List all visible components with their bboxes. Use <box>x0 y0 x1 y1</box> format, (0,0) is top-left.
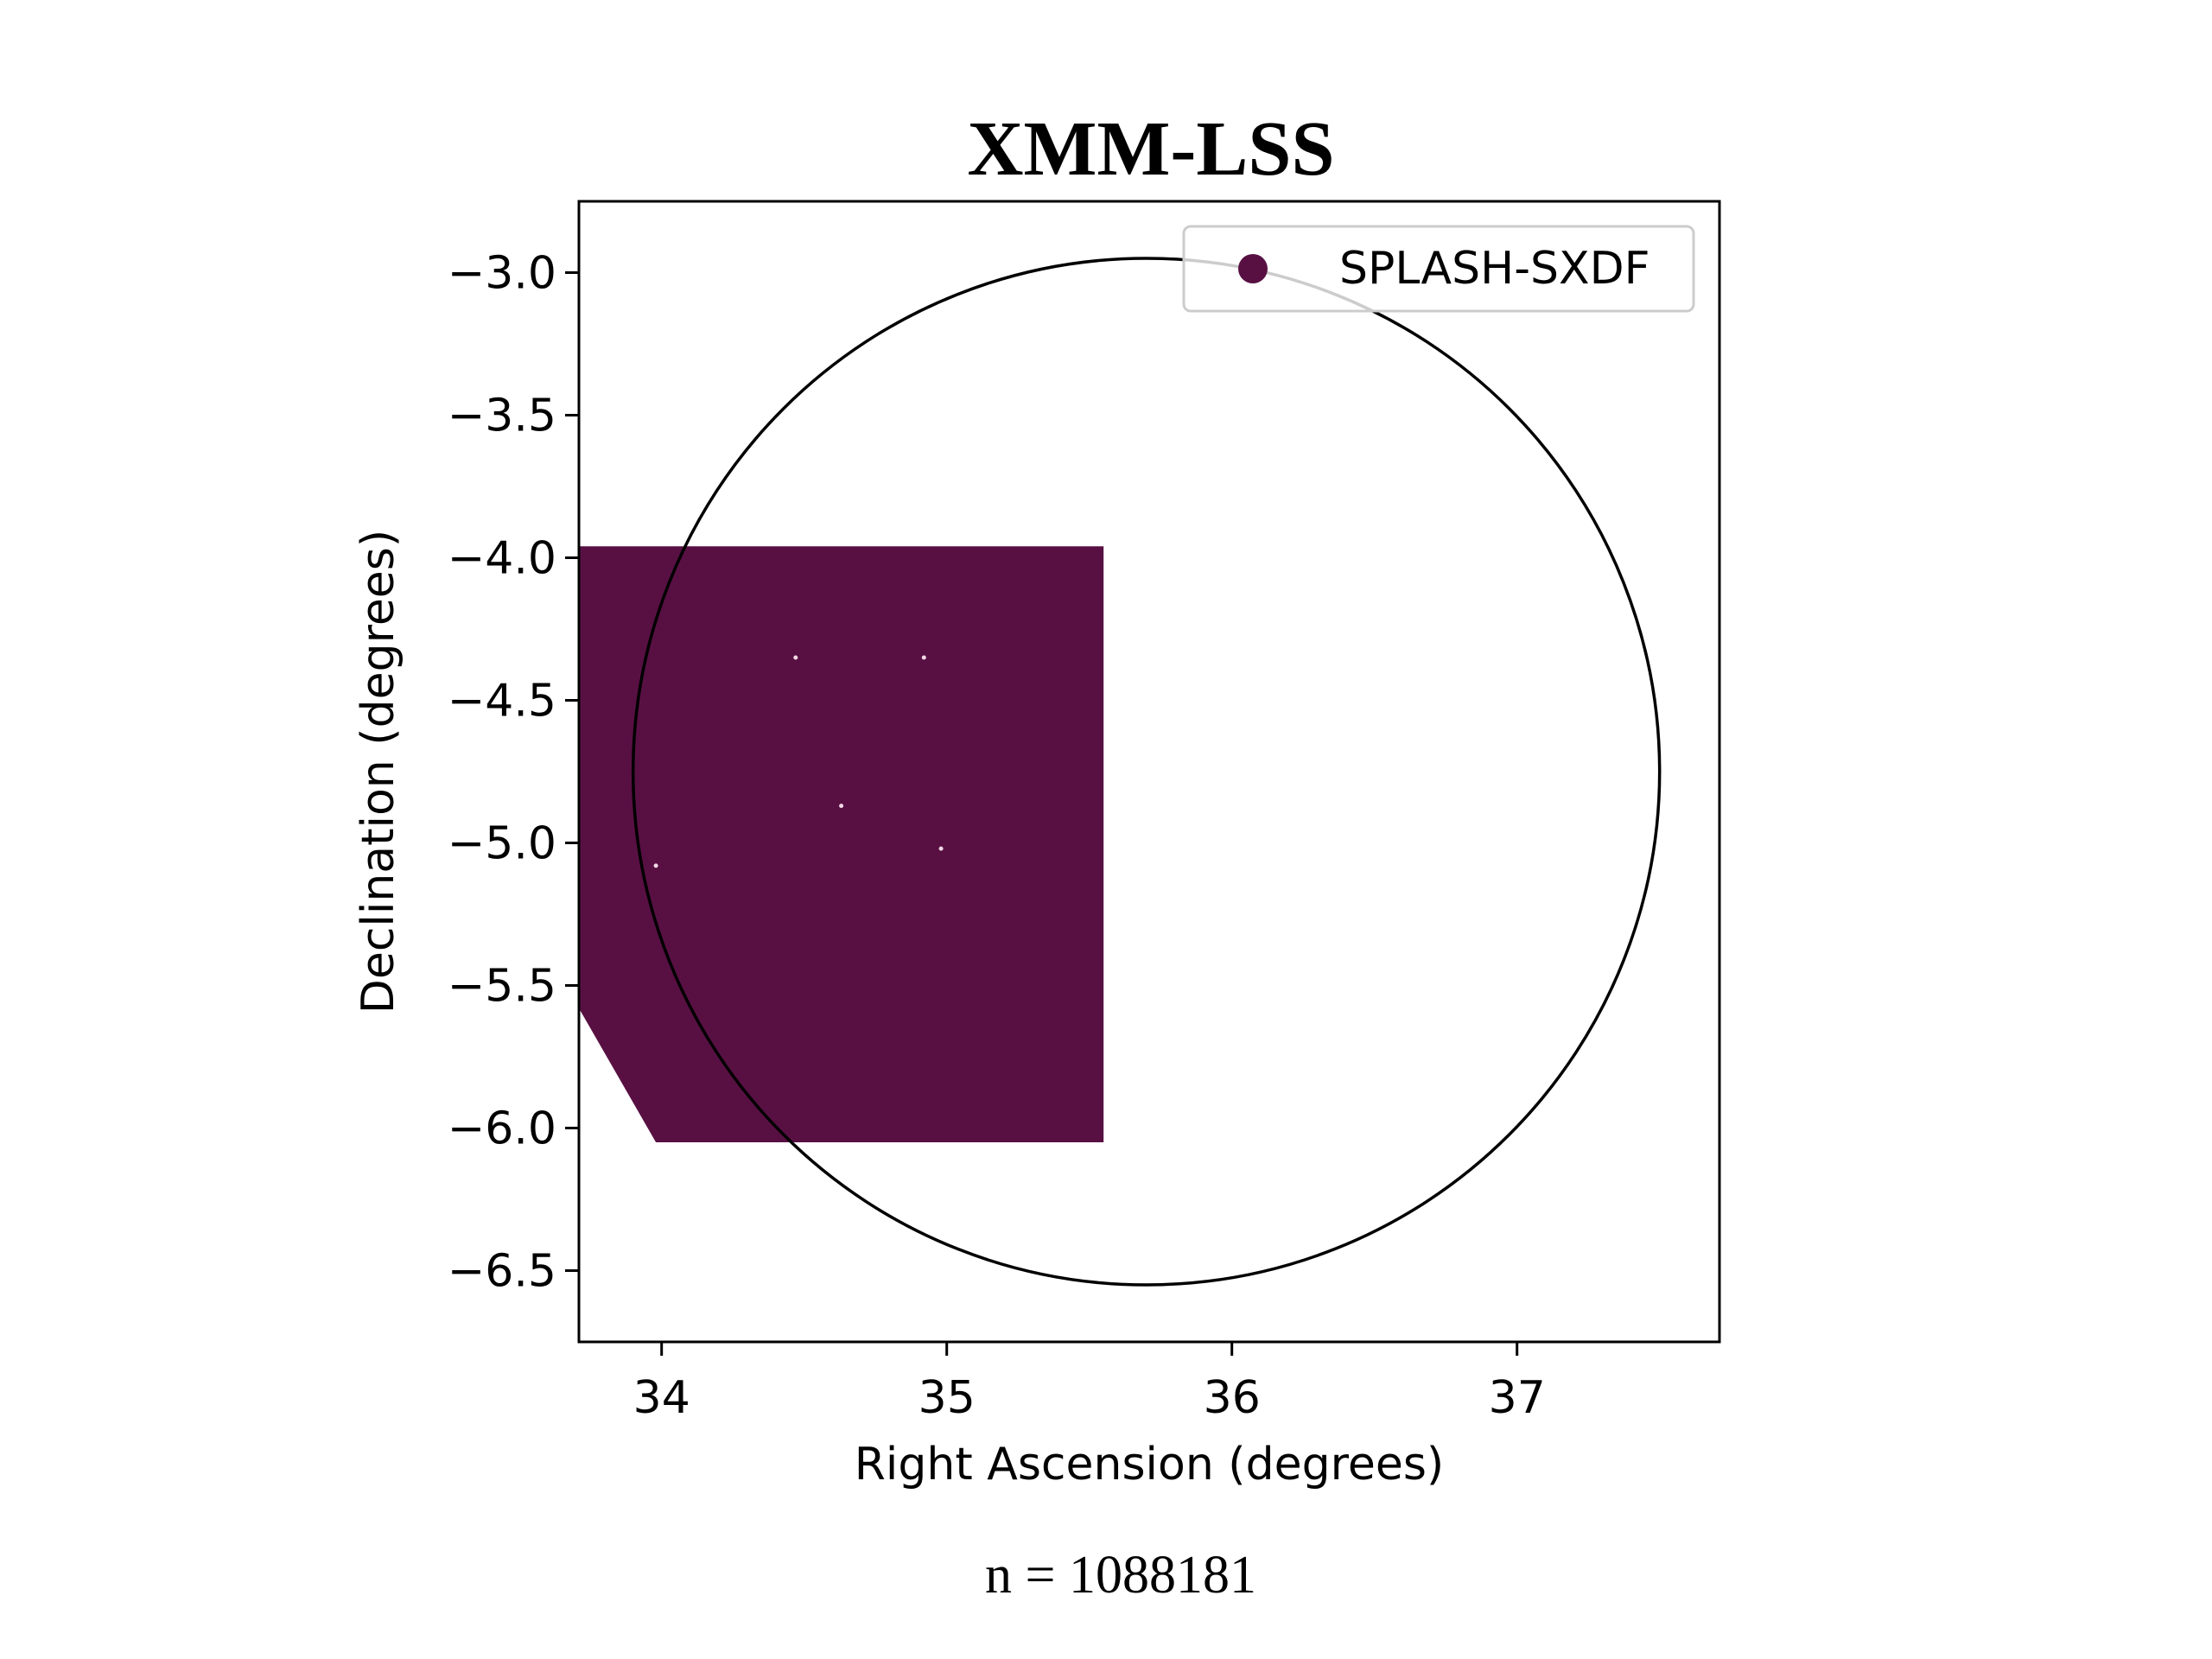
y-tick-label: −3.5 <box>448 391 556 442</box>
x-tick-label: 35 <box>918 1372 976 1424</box>
survey-region-splash-sxdf <box>579 546 1104 1142</box>
chart-title: XMM-LSS <box>968 106 1335 192</box>
y-tick-label: −6.0 <box>448 1103 556 1155</box>
y-tick-label: −6.5 <box>448 1246 556 1298</box>
legend-marker <box>1238 254 1268 283</box>
region-hole-3 <box>938 846 944 851</box>
y-tick-label: −3.0 <box>448 248 556 300</box>
x-tick-label: 36 <box>1204 1372 1261 1424</box>
x-axis-label: Right Ascension (degrees) <box>855 1439 1444 1491</box>
y-tick-label: −5.5 <box>448 961 556 1013</box>
survey-region-holes <box>653 655 944 868</box>
x-tick-label: 37 <box>1489 1372 1546 1424</box>
y-tick-label: −4.5 <box>448 676 556 728</box>
x-tick-label: 34 <box>633 1372 690 1424</box>
y-axis-label: Declination (degrees) <box>353 530 404 1014</box>
y-tick-label: −5.0 <box>448 818 556 870</box>
region-hole-1 <box>839 804 844 809</box>
region-hole-2 <box>921 655 926 660</box>
axes-frame <box>577 200 1721 1344</box>
region-hole-0 <box>793 655 798 660</box>
x-axis: 34 35 36 37 <box>633 1342 1546 1424</box>
region-hole-4 <box>653 863 658 868</box>
legend: SPLASH-SXDF <box>1182 225 1695 313</box>
legend-label: SPLASH-SXDF <box>1339 243 1650 295</box>
source-count: n = 1088181 <box>985 1546 1256 1605</box>
legend-box <box>1182 225 1695 313</box>
y-tick-label: −4.0 <box>448 533 556 585</box>
field-boundary-circle <box>631 257 1662 1287</box>
y-axis: −3.0 −3.5 −4.0 −4.5 −5.0 −5.5 −6.0 −6.5 <box>448 248 579 1298</box>
plot-area <box>579 257 1662 1287</box>
